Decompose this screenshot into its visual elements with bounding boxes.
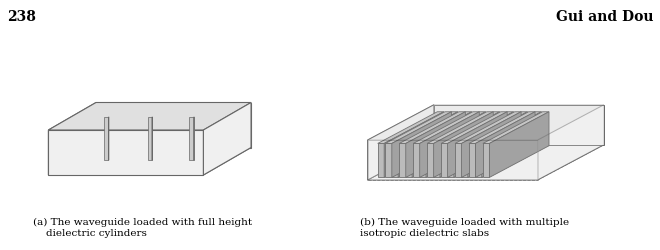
Polygon shape bbox=[413, 144, 420, 178]
Polygon shape bbox=[455, 112, 521, 144]
Polygon shape bbox=[399, 112, 465, 144]
Polygon shape bbox=[420, 112, 486, 144]
Polygon shape bbox=[391, 144, 398, 178]
Polygon shape bbox=[538, 105, 604, 180]
Polygon shape bbox=[427, 112, 493, 144]
Polygon shape bbox=[434, 112, 493, 178]
Polygon shape bbox=[441, 112, 507, 144]
Polygon shape bbox=[385, 144, 392, 178]
Polygon shape bbox=[468, 112, 527, 178]
Polygon shape bbox=[378, 112, 444, 144]
Text: Gui and Dou: Gui and Dou bbox=[556, 10, 653, 24]
Text: (b) The waveguide loaded with multiple
isotropic dielectric slabs: (b) The waveguide loaded with multiple i… bbox=[360, 218, 569, 238]
Polygon shape bbox=[461, 112, 521, 178]
Polygon shape bbox=[48, 130, 203, 175]
Polygon shape bbox=[461, 144, 468, 178]
Polygon shape bbox=[48, 102, 251, 130]
Polygon shape bbox=[434, 112, 500, 144]
Polygon shape bbox=[475, 144, 482, 178]
Polygon shape bbox=[189, 117, 194, 160]
Polygon shape bbox=[447, 112, 513, 144]
Polygon shape bbox=[483, 144, 490, 178]
Polygon shape bbox=[482, 112, 541, 178]
Polygon shape bbox=[385, 112, 451, 144]
Polygon shape bbox=[469, 112, 535, 144]
Polygon shape bbox=[440, 112, 500, 178]
Polygon shape bbox=[483, 112, 549, 144]
Polygon shape bbox=[148, 117, 152, 160]
Polygon shape bbox=[96, 102, 251, 148]
Polygon shape bbox=[475, 112, 541, 144]
Polygon shape bbox=[391, 112, 458, 144]
Polygon shape bbox=[461, 112, 527, 144]
Polygon shape bbox=[434, 144, 440, 178]
Polygon shape bbox=[406, 144, 412, 178]
Polygon shape bbox=[455, 144, 461, 178]
Polygon shape bbox=[48, 102, 96, 175]
Polygon shape bbox=[368, 105, 604, 140]
Polygon shape bbox=[427, 144, 434, 178]
Polygon shape bbox=[104, 117, 108, 160]
Polygon shape bbox=[368, 105, 434, 180]
Polygon shape bbox=[426, 112, 486, 178]
Text: 238: 238 bbox=[7, 10, 36, 24]
Polygon shape bbox=[203, 102, 251, 175]
Polygon shape bbox=[490, 112, 549, 178]
Polygon shape bbox=[48, 148, 251, 175]
Polygon shape bbox=[384, 112, 444, 178]
Polygon shape bbox=[399, 144, 406, 178]
Polygon shape bbox=[420, 112, 479, 178]
Polygon shape bbox=[368, 140, 538, 180]
Polygon shape bbox=[398, 112, 458, 178]
Polygon shape bbox=[441, 144, 447, 178]
Text: (a) The waveguide loaded with full height
    dielectric cylinders: (a) The waveguide loaded with full heigh… bbox=[34, 218, 253, 238]
Polygon shape bbox=[420, 144, 426, 178]
Polygon shape bbox=[406, 112, 472, 144]
Polygon shape bbox=[368, 145, 604, 180]
Polygon shape bbox=[412, 112, 472, 178]
Polygon shape bbox=[378, 144, 384, 178]
Polygon shape bbox=[447, 144, 454, 178]
Polygon shape bbox=[392, 112, 451, 178]
Polygon shape bbox=[447, 112, 507, 178]
Polygon shape bbox=[469, 144, 475, 178]
Polygon shape bbox=[434, 105, 604, 145]
Polygon shape bbox=[413, 112, 479, 144]
Polygon shape bbox=[406, 112, 465, 178]
Polygon shape bbox=[454, 112, 513, 178]
Polygon shape bbox=[475, 112, 535, 178]
